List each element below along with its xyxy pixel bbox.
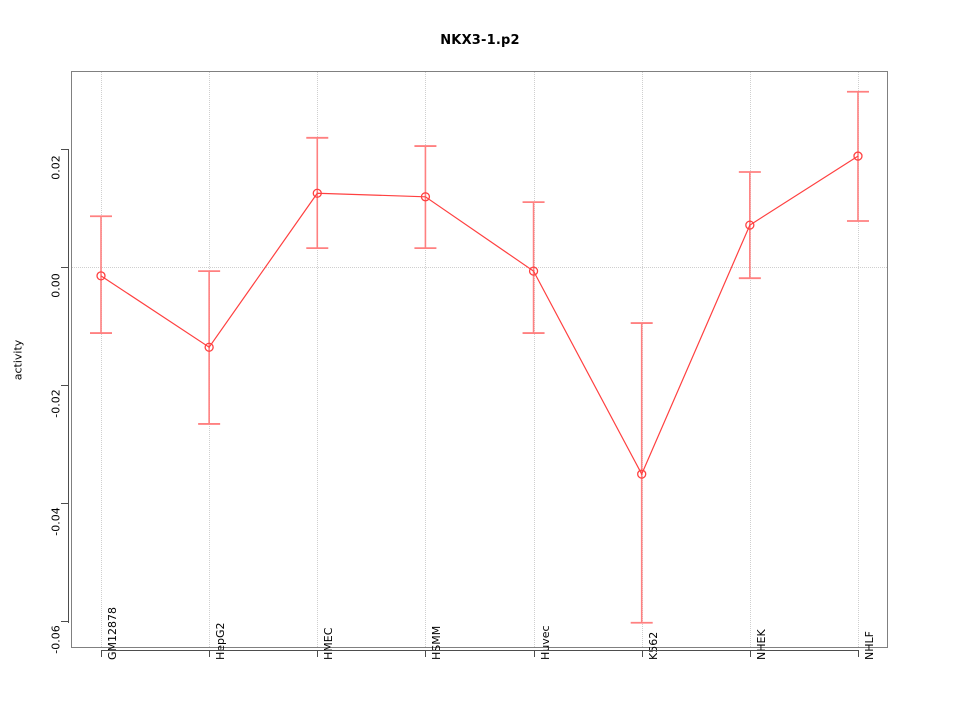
y-tick-label: -0.06: [49, 625, 63, 654]
y-axis-label: activity: [11, 339, 25, 381]
x-tick: [857, 650, 859, 657]
chart-title: NKX3-1.p2: [440, 33, 520, 48]
y-tick: [61, 503, 68, 504]
y-tick: [61, 621, 68, 622]
x-tick: [425, 650, 427, 657]
x-tick-label: NHLF: [862, 631, 876, 660]
x-tick-label: HSMM: [430, 625, 444, 660]
gridline-vertical: [641, 72, 643, 647]
x-tick: [101, 650, 102, 657]
x-tick-label: NHEK: [754, 629, 768, 660]
x-tick-label: HMEC: [322, 627, 336, 660]
gridline-vertical: [209, 72, 211, 647]
gridline-vertical: [101, 72, 102, 647]
y-axis-line: [68, 149, 69, 623]
gridline-horizontal: [72, 267, 887, 268]
plot-area-frame: [71, 71, 888, 648]
gridline-vertical: [425, 72, 427, 647]
x-tick: [641, 650, 643, 657]
gridline-vertical: [317, 72, 319, 647]
gridline-vertical: [749, 72, 751, 647]
y-tick-label: -0.02: [49, 389, 63, 418]
gridline-vertical: [533, 72, 535, 647]
x-tick-label: GM12878: [106, 606, 119, 660]
x-tick: [209, 650, 211, 657]
y-tick: [61, 267, 68, 268]
x-tick-label: Huvec: [538, 625, 552, 660]
x-axis-line: [101, 650, 858, 651]
gridline-vertical: [857, 72, 859, 647]
x-tick: [533, 650, 535, 657]
y-tick-label: 0.00: [49, 273, 63, 298]
y-tick: [61, 149, 68, 150]
x-tick: [749, 650, 751, 657]
x-tick-label: HepG2: [214, 622, 228, 660]
y-tick: [61, 385, 68, 386]
y-tick-label: 0.02: [49, 155, 63, 180]
x-tick-label: K562: [646, 631, 660, 660]
x-tick: [317, 650, 319, 657]
y-tick-label: -0.04: [49, 507, 63, 536]
